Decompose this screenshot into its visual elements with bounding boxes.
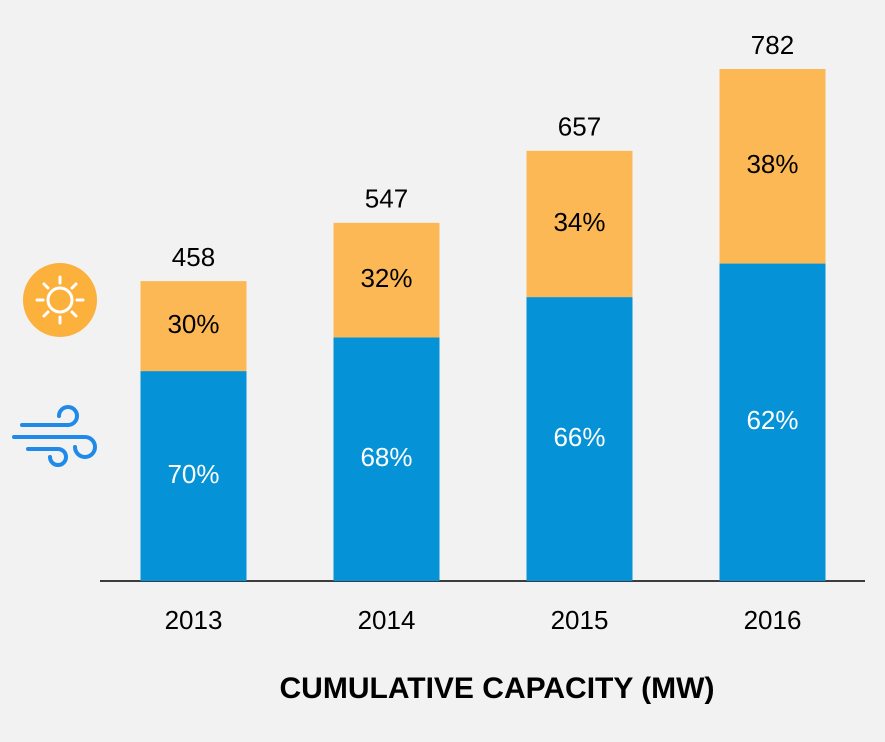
total-label: 782 <box>751 30 794 60</box>
value-label: 38% <box>746 149 798 179</box>
bar-segment <box>333 222 440 338</box>
solar-icon <box>23 263 97 337</box>
total-label: 547 <box>365 184 408 214</box>
x-tick-label: 2015 <box>551 605 609 635</box>
value-label: 66% <box>553 422 605 452</box>
total-label: 458 <box>172 242 215 272</box>
bar-segment <box>526 297 633 581</box>
bar-segment <box>719 263 826 581</box>
bar-segment <box>719 69 826 264</box>
value-label: 32% <box>360 263 412 293</box>
bar-segment <box>140 281 247 372</box>
value-label: 70% <box>167 459 219 489</box>
chart-title: CUMULATIVE CAPACITY (MW) <box>280 672 715 705</box>
bar-segment <box>526 150 633 298</box>
value-label: 30% <box>167 309 219 339</box>
value-label: 34% <box>553 207 605 237</box>
bar-segment <box>140 371 247 581</box>
total-label: 657 <box>558 112 601 142</box>
wind-icon <box>12 405 97 467</box>
value-label: 62% <box>746 405 798 435</box>
x-tick-label: 2014 <box>358 605 416 635</box>
value-label: 68% <box>360 442 412 472</box>
x-tick-label: 2016 <box>744 605 802 635</box>
bar-segment <box>333 337 440 581</box>
x-tick-label: 2013 <box>165 605 223 635</box>
